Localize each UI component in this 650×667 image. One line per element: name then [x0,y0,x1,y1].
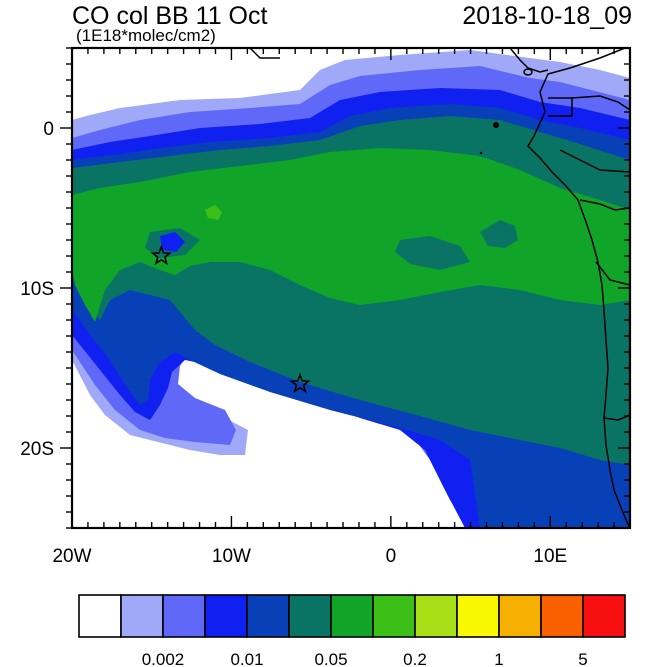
timestamp-label: 2018-10-18_09 [462,2,632,30]
border-line-5 [595,261,630,286]
axis-ticks: 20W 10W 0 10E 0 10S 20S [20,47,631,567]
colorbar-swatch [120,594,164,638]
lon-tick-label: 0 [386,546,397,567]
colorbar-label: 5 [578,650,587,667]
co-plume-fields [72,48,630,528]
border-line-1 [548,97,573,117]
colorbar-swatch [414,594,458,638]
lat-tick-label: 0 [43,119,54,140]
colorbar-label: 0.05 [314,650,347,667]
lat-tick-label: 10S [20,279,54,300]
map-title: CO col BB 11 Oct [72,2,268,30]
plume-band-0-05 [72,148,630,322]
colorbar-label: 0.01 [230,650,263,667]
colorbar-swatch [456,594,500,638]
colorbar-swatch [498,594,542,638]
gulf-coastline [509,48,549,73]
lon-tick-label: 20W [52,546,91,567]
coastline [249,48,630,528]
colorbar-label: 0.002 [142,650,185,667]
colorbar-swatch [246,594,290,638]
colorbar-swatch [204,594,248,638]
colorbar-swatch [582,594,626,638]
light-green-speck [205,205,222,220]
border-line-4 [579,199,630,211]
teal-patch-central [395,236,470,270]
africa-coastline [527,48,630,528]
lon-tick-label: 10E [533,546,567,567]
border-line-2 [571,95,630,111]
colorbar-swatch [288,594,332,638]
colorbar-swatch [162,594,206,638]
northern-border [249,48,280,59]
teal-patch-east [480,220,518,248]
colorbar-swatch [330,594,374,638]
colorbar-swatch [372,594,416,638]
colorbar: 0.002 0.01 0.05 0.2 1 5 [78,594,626,667]
lat-tick-label: 20S [20,439,54,460]
island-bioko [523,68,533,76]
island-annobon [479,151,483,155]
lon-tick-label: 10W [212,546,251,567]
marker-layer [150,244,311,394]
colorbar-label: 0.2 [403,650,427,667]
colorbar-swatch [78,594,122,638]
colorbar-swatch [540,594,584,638]
star-marker-west [150,244,172,266]
blue-patch-west [160,232,185,252]
island-sao-tome [493,122,499,128]
star-marker-south [289,372,311,394]
colorbar-label: 1 [494,650,503,667]
border-line-3 [559,149,630,173]
units-label: (1E18*molec/cm2) [76,26,216,45]
